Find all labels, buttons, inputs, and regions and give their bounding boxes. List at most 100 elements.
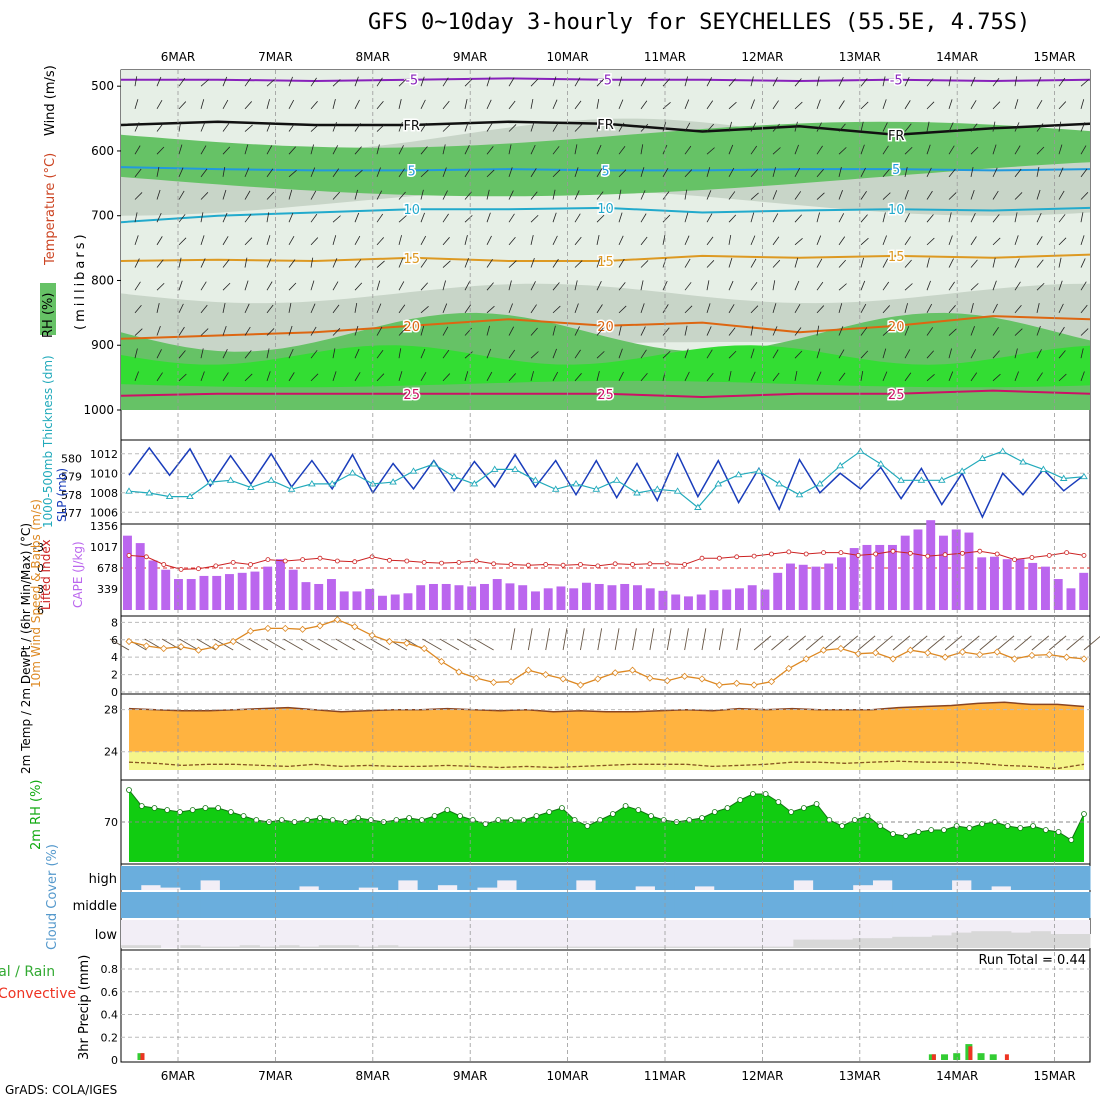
wind-barb [970,283,979,291]
wind-barb [706,77,713,87]
wind-barb [486,235,492,246]
isotherm-label: 10 [888,203,905,218]
lifted-index-point [838,550,844,555]
cloud-cover-bar [417,946,438,948]
wind-barb [750,258,757,268]
lifted-index-point [491,561,497,567]
cloud-cover-bar [575,866,597,881]
isotherm-label: 25 [403,388,420,403]
wind10m-point [698,675,706,683]
wind-barb [640,77,647,87]
cape-bar [518,585,528,610]
cape-bar [645,588,655,610]
wind-barb [662,121,667,132]
wind-barb [1036,166,1040,177]
isotherm-line [121,77,1090,83]
temp2m-chart: 24 28 [104,701,1090,770]
wind-barb [948,122,954,132]
wind-barb [156,236,163,246]
cloud-cover-bar [951,866,972,881]
wind-barb [1036,123,1044,132]
wind-barb [926,214,934,223]
wind10m-point [976,651,984,659]
wind-barb [222,282,231,291]
pressure-tick-label: 600 [91,144,114,158]
wind-barb [200,79,209,87]
lifted-index-point [282,558,288,564]
cloud-axis-title: Cloud Cover (%) [45,844,60,950]
wind-barb [750,122,757,132]
cape-bar [798,564,808,610]
wind10m-point [924,649,932,657]
wind-barb [574,349,581,359]
wind-barb [816,235,822,246]
lifted-index-point [664,561,670,567]
wind-barb [464,145,470,155]
wind-barb [860,121,864,132]
thickness-point [633,489,641,496]
bottom-date-label: 8MAR [356,1069,391,1083]
wind-barb [728,257,733,268]
wind-barb [992,350,1000,359]
cape-bar [671,594,681,610]
wind-barb [728,101,737,110]
wind-barb [288,259,296,268]
top-date-label: 8MAR [356,50,391,64]
wind-barb [442,260,451,268]
wind-barb [574,77,581,87]
lifted-index-point [699,555,705,561]
cloud-cover-bar [615,946,636,948]
wind-barb [838,77,844,87]
wind-barb [772,303,777,313]
wind-barb [464,98,468,109]
wind-barb [464,168,471,178]
rh2m-point [546,809,553,815]
top-date-label: 13MAR [839,50,881,64]
wind10m-barb [545,628,550,651]
bottom-date-label: 15MAR [1034,1069,1076,1083]
wind-barb [838,372,846,382]
lifted-index-tick-label: 0 [37,562,44,575]
wind-barb [596,191,604,200]
cape-bar [543,588,553,610]
wind-tick-label: 4 [111,651,118,664]
wind-barb [530,327,538,336]
thickness-point [409,467,418,474]
wind-barb [1014,212,1018,223]
wind-barb [288,212,294,223]
lifted-index-point [560,562,566,568]
wind10m-point [281,624,289,632]
cape-bar [977,557,987,610]
precip-bar [977,1053,985,1060]
wind-barb [948,305,956,314]
wind-barb [200,99,205,109]
wind-barb [354,235,361,246]
wind-barb [662,257,667,268]
wind10m-point [333,616,341,624]
thickness-point [490,465,499,472]
wind-barb [684,99,690,110]
wind-barb [816,122,822,132]
wind-barb [794,257,799,268]
wind-barb [332,99,336,109]
dewpoint-area [129,751,1084,770]
cloud-cover-bar [1050,866,1071,890]
wind10m-point [246,627,255,635]
wind10m-point [212,643,220,651]
wind-barb [706,100,714,110]
wind-barb [552,99,558,110]
wind-barb [970,349,977,359]
wind10m-point [490,678,498,686]
wind-barb [794,303,801,314]
wind-barb [1014,304,1022,314]
wind10m-barb [649,628,655,651]
cape-lifted-index-chart: 339 678 1017 1356 -3 0 3 6 [33,520,1090,617]
cloud-cover-bar [219,946,241,948]
wind-barb [486,212,491,223]
cape-bar [684,596,693,610]
cloud-cover-bar [1050,892,1071,918]
cape-bar [225,574,234,610]
wind10m-barb [614,628,620,651]
wind10m-point [1080,655,1088,663]
wind-barb [992,237,1001,246]
